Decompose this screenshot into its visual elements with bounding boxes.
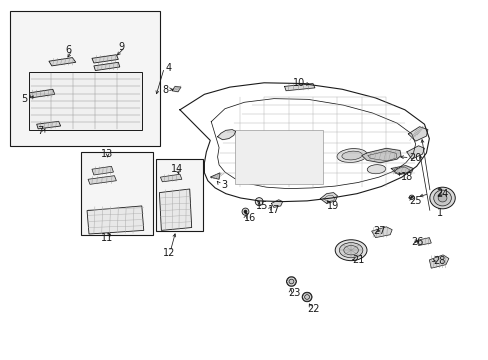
Polygon shape xyxy=(160,174,182,182)
Text: 23: 23 xyxy=(288,288,300,298)
Text: 15: 15 xyxy=(256,201,268,211)
Text: 7: 7 xyxy=(38,126,44,136)
Polygon shape xyxy=(88,176,116,184)
FancyBboxPatch shape xyxy=(81,152,153,235)
Text: 21: 21 xyxy=(351,255,364,265)
Text: 24: 24 xyxy=(436,189,448,199)
Polygon shape xyxy=(361,148,400,163)
Text: 26: 26 xyxy=(410,237,422,247)
Polygon shape xyxy=(428,255,448,268)
Polygon shape xyxy=(37,121,61,129)
Text: 18: 18 xyxy=(400,172,412,182)
Polygon shape xyxy=(271,200,282,207)
Polygon shape xyxy=(92,166,113,175)
Ellipse shape xyxy=(339,243,362,258)
Text: 13: 13 xyxy=(101,149,113,159)
Ellipse shape xyxy=(336,149,366,162)
Text: 4: 4 xyxy=(165,63,171,73)
Text: 17: 17 xyxy=(267,204,280,215)
Ellipse shape xyxy=(302,292,311,302)
Ellipse shape xyxy=(433,190,450,206)
Polygon shape xyxy=(217,130,235,140)
Text: 16: 16 xyxy=(243,213,255,223)
Polygon shape xyxy=(407,127,427,141)
Ellipse shape xyxy=(304,294,309,300)
Polygon shape xyxy=(29,89,55,98)
Text: 22: 22 xyxy=(306,303,319,314)
Ellipse shape xyxy=(366,165,385,174)
Text: 28: 28 xyxy=(432,256,445,266)
Text: 25: 25 xyxy=(408,196,421,206)
Text: 14: 14 xyxy=(170,164,183,174)
Polygon shape xyxy=(210,173,220,179)
Text: 6: 6 xyxy=(65,45,71,55)
Polygon shape xyxy=(49,58,76,66)
Text: 2: 2 xyxy=(436,188,442,198)
Ellipse shape xyxy=(437,194,446,202)
Polygon shape xyxy=(172,86,181,92)
Polygon shape xyxy=(29,72,142,130)
Ellipse shape xyxy=(343,246,358,255)
FancyBboxPatch shape xyxy=(155,159,203,231)
Text: 19: 19 xyxy=(326,201,338,211)
Text: 12: 12 xyxy=(163,248,175,258)
Text: 20: 20 xyxy=(408,153,420,163)
Text: 3: 3 xyxy=(221,180,227,190)
Polygon shape xyxy=(87,206,143,234)
Ellipse shape xyxy=(429,187,454,209)
Text: 1: 1 xyxy=(436,208,442,218)
Text: 5: 5 xyxy=(21,94,28,104)
Polygon shape xyxy=(390,166,412,175)
Text: 10: 10 xyxy=(293,78,305,88)
Polygon shape xyxy=(371,227,391,238)
Ellipse shape xyxy=(255,198,263,206)
Polygon shape xyxy=(159,189,191,230)
Text: 11: 11 xyxy=(101,233,113,243)
Ellipse shape xyxy=(334,240,366,261)
Polygon shape xyxy=(94,62,120,71)
Ellipse shape xyxy=(408,195,413,199)
Polygon shape xyxy=(234,130,322,184)
Polygon shape xyxy=(320,193,337,203)
Polygon shape xyxy=(92,55,118,63)
Ellipse shape xyxy=(288,279,293,284)
Polygon shape xyxy=(284,84,314,91)
Polygon shape xyxy=(416,238,430,246)
Text: 27: 27 xyxy=(373,226,386,236)
Polygon shape xyxy=(406,146,424,159)
Ellipse shape xyxy=(244,210,246,213)
Text: 8: 8 xyxy=(162,85,168,95)
FancyBboxPatch shape xyxy=(10,11,160,146)
Ellipse shape xyxy=(410,197,412,198)
Text: 9: 9 xyxy=(119,42,125,52)
Ellipse shape xyxy=(286,277,296,286)
Ellipse shape xyxy=(242,208,248,215)
Ellipse shape xyxy=(341,151,362,160)
